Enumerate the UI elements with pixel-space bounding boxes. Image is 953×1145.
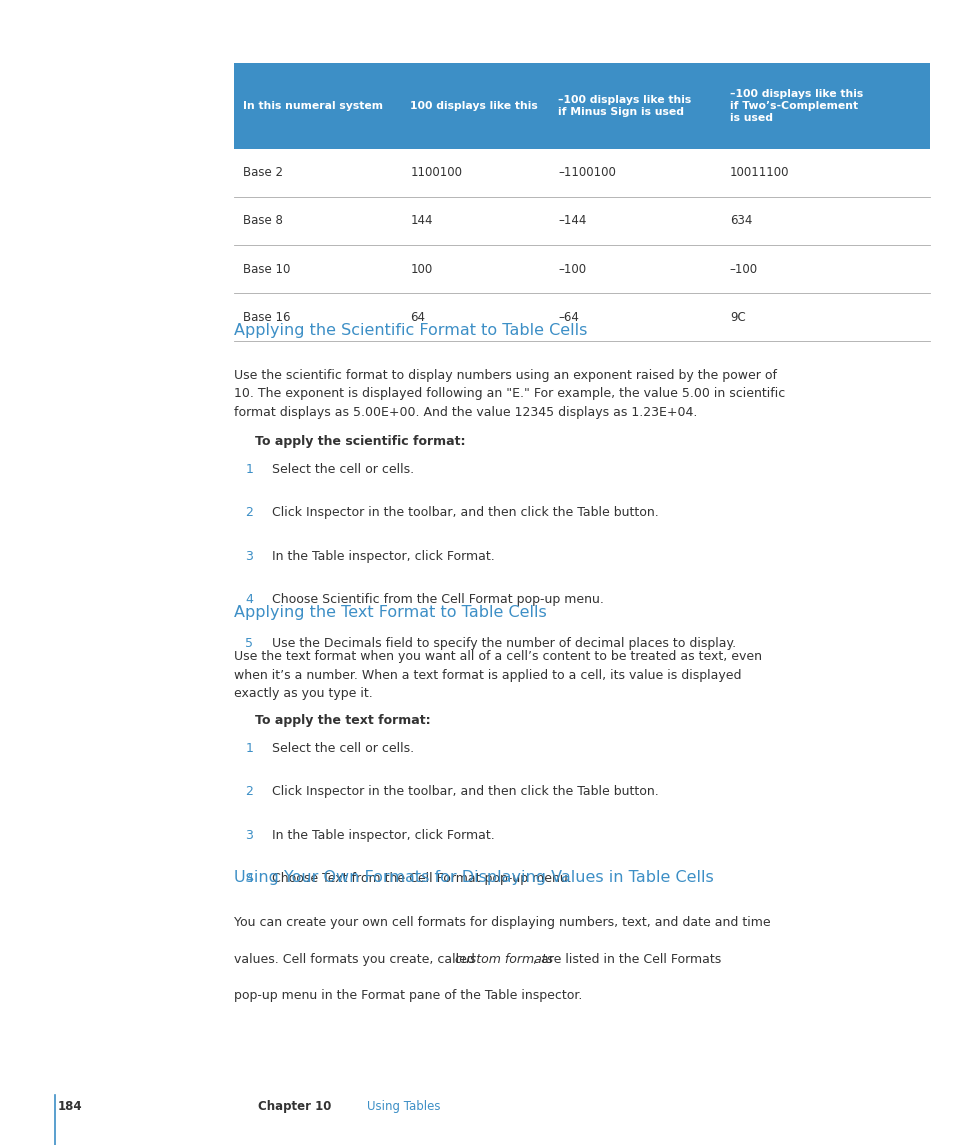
Text: 634: 634 [729,214,751,228]
Text: Select the cell or cells.: Select the cell or cells. [272,742,414,755]
Text: , are listed in the Cell Formats: , are listed in the Cell Formats [532,953,720,965]
Text: Select the cell or cells.: Select the cell or cells. [272,463,414,475]
Text: Click Inspector in the toolbar, and then click the Table button.: Click Inspector in the toolbar, and then… [272,506,658,519]
Text: Click Inspector in the toolbar, and then click the Table button.: Click Inspector in the toolbar, and then… [272,785,658,798]
Text: 10011100: 10011100 [729,166,788,180]
Text: 3: 3 [245,829,253,842]
Text: –64: –64 [558,310,578,324]
Text: Use the text format when you want all of a cell’s content to be treated as text,: Use the text format when you want all of… [233,650,760,701]
Text: Using Tables: Using Tables [367,1100,440,1113]
Text: 2: 2 [245,785,253,798]
Text: In the Table inspector, click Format.: In the Table inspector, click Format. [272,550,494,562]
Text: 64: 64 [410,310,425,324]
Text: 4: 4 [245,593,253,606]
Text: Base 10: Base 10 [243,262,291,276]
Text: Applying the Text Format to Table Cells: Applying the Text Format to Table Cells [233,605,546,619]
Text: –100: –100 [558,262,585,276]
Text: 1100100: 1100100 [410,166,462,180]
Text: custom formats: custom formats [455,953,553,965]
Text: 1: 1 [245,463,253,475]
Text: 100: 100 [410,262,432,276]
Text: 4: 4 [245,872,253,885]
Text: You can create your own cell formats for displaying numbers, text, and date and : You can create your own cell formats for… [233,916,770,929]
Text: pop-up menu in the Format pane of the Table inspector.: pop-up menu in the Format pane of the Ta… [233,989,581,1002]
Text: Base 2: Base 2 [243,166,283,180]
Text: Choose Text from the Cell Format pop-up menu.: Choose Text from the Cell Format pop-up … [272,872,571,885]
Text: 144: 144 [410,214,433,228]
Text: –100 displays like this
if Two’s-Complement
is used: –100 displays like this if Two’s-Complem… [729,88,862,124]
Text: –1100100: –1100100 [558,166,616,180]
Text: 184: 184 [57,1100,82,1113]
Text: 9C: 9C [729,310,745,324]
Text: Chapter 10: Chapter 10 [257,1100,331,1113]
Text: 100 displays like this: 100 displays like this [410,101,537,111]
Text: In this numeral system: In this numeral system [243,101,383,111]
Text: In the Table inspector, click Format.: In the Table inspector, click Format. [272,829,494,842]
Text: 3: 3 [245,550,253,562]
Text: Use the Decimals field to specify the number of decimal places to display.: Use the Decimals field to specify the nu… [272,637,736,649]
Text: 2: 2 [245,506,253,519]
Text: values. Cell formats you create, called: values. Cell formats you create, called [233,953,478,965]
Text: Base 16: Base 16 [243,310,291,324]
Text: 5: 5 [245,637,253,649]
Text: Using Your Own Formats for Displaying Values in Table Cells: Using Your Own Formats for Displaying Va… [233,870,713,885]
Text: Applying the Scientific Format to Table Cells: Applying the Scientific Format to Table … [233,323,586,338]
Text: –100: –100 [729,262,757,276]
Text: –144: –144 [558,214,586,228]
Bar [233,63,929,149]
Text: Choose Scientific from the Cell Format pop-up menu.: Choose Scientific from the Cell Format p… [272,593,603,606]
Text: 1: 1 [245,742,253,755]
Text: Base 8: Base 8 [243,214,283,228]
Text: –100 displays like this
if Minus Sign is used: –100 displays like this if Minus Sign is… [558,95,691,117]
Text: Use the scientific format to display numbers using an exponent raised by the pow: Use the scientific format to display num… [233,369,784,419]
Text: To apply the scientific format:: To apply the scientific format: [254,435,465,448]
Text: To apply the text format:: To apply the text format: [254,714,430,727]
